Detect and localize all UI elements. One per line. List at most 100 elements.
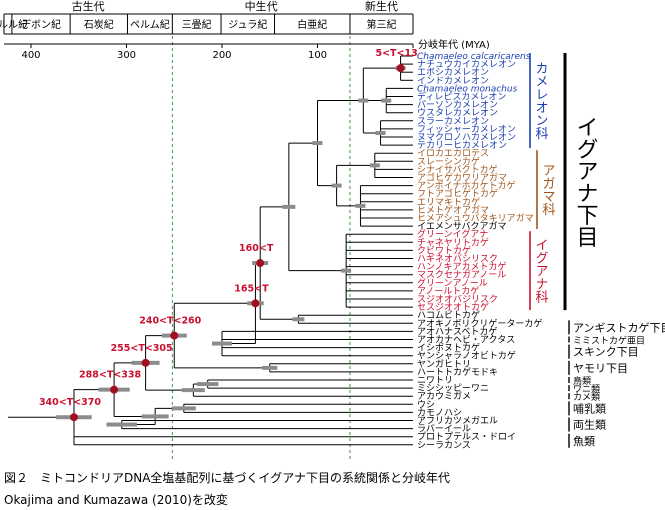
confidence-bar (369, 163, 380, 168)
group-label: ミミストカゲ亜目 (573, 335, 645, 347)
taxon-label: ナチュウカイカメレオン (417, 59, 516, 70)
taxon-label: フトアゴヒゲトカゲ (417, 188, 498, 200)
taxon-label: ヌマクロノハカメレオン (417, 132, 516, 143)
axis-tick-label: 100 (308, 50, 327, 61)
boundary-guides (171, 36, 351, 462)
taxon-label: ハギネオバシリスク (417, 254, 498, 265)
calibration-node (396, 64, 405, 73)
period-label: ペルム紀 (130, 18, 170, 31)
axis-tick-label: 200 (212, 50, 231, 61)
period-label: シルル紀 (0, 18, 28, 31)
axis-tick-label: 400 (21, 50, 40, 61)
period-label: 第三紀 (366, 18, 396, 31)
taxon-label: カモノハシ (417, 407, 462, 418)
taxon-label: パーソンカメレオン (417, 100, 498, 111)
period-label: ジュラ紀 (228, 18, 267, 31)
calibration-node (170, 331, 179, 340)
taxon-label: シーラカンス (417, 440, 471, 451)
period-label: 石炭紀 (84, 18, 114, 31)
calibration-node (69, 413, 78, 422)
confidence-bar (196, 382, 219, 387)
taxon-label: グリーンアノール (417, 277, 488, 289)
date-labels: 5<T<13 165<T 160<T 240<T<260 255<T<305 288<T<… (39, 48, 418, 408)
taxon-label: ウシ (417, 399, 435, 410)
confidence-bar (292, 317, 305, 322)
confidence-bar (375, 130, 386, 135)
calibration-node (256, 259, 265, 268)
confidence-bar (171, 406, 196, 411)
taxon-label: イロカエカロテス (417, 148, 489, 159)
chamaeleon-family-label: カメレオン科 (533, 62, 549, 140)
confidence-bar (341, 268, 352, 273)
era-label: 古生代 (72, 0, 105, 13)
taxon-label: ニワトリ (417, 376, 453, 386)
taxon-label: ヤンガヒトリ (417, 359, 471, 370)
caption-line-1: 図２ ミトコンドリアDNA全塩基配列に基づくイグアナ下目の系統関係と分岐年代 (4, 470, 450, 485)
taxon-label: クビワトカゲ (417, 244, 471, 256)
taxon-label: ディレピスカメレオン (417, 91, 506, 103)
taxon-label: Chamaeleo monachus (417, 84, 518, 94)
taxon-label: アフリカツメガエル (417, 416, 498, 427)
taxon-label: ミシシッピーワニ (417, 383, 489, 394)
taxon-label: アゴヒゲカワリアガマ (417, 172, 507, 184)
confidence-bar (141, 414, 169, 419)
confidence-bar (212, 341, 232, 346)
taxon-label: アオカナヘビ・アクタス (417, 335, 515, 346)
taxon-label: シナイサバクトカゲ (417, 163, 498, 175)
confidence-bar (331, 183, 342, 188)
taxon-label: エボシカメレオン (417, 67, 489, 78)
divergence-date-label: 240<T<260 (139, 316, 201, 327)
era-label: 中生代 (245, 0, 278, 13)
taxon-label: アカウミガメ (417, 391, 471, 402)
taxon-label: イエメンサバクアガマ (417, 221, 507, 232)
taxon-label: アオハナスベトカゲ (417, 325, 497, 337)
group-label: 魚類 (573, 435, 595, 448)
confidence-bar (262, 365, 278, 370)
divergence-date-label: 255<T<305 (111, 343, 173, 354)
agama-family-label: アガマ科 (540, 164, 556, 216)
confidence-bar (312, 141, 323, 146)
group-label: カメ類 (573, 392, 600, 403)
divergence-date-label: 160<T (239, 243, 274, 254)
taxon-label: ヤンシャラノオビトカゲ (417, 350, 516, 362)
confidence-bar (381, 98, 392, 103)
taxon-label: グリーンイグアナ (417, 228, 488, 240)
taxon-label: フィッシャーカメレオン (417, 124, 516, 135)
time-axis: 400 300 200 100 分岐年代 (MYA) (4, 38, 490, 61)
taxon-label: イシボヌトカゲ (417, 342, 480, 354)
taxon-label: ウスタレカメレオン (417, 108, 498, 119)
taxon-label: インドカメレオン (417, 75, 489, 86)
tree-branches (8, 55, 413, 446)
caption-line-2: Okajima and Kumazawa (2010)を改変 (4, 492, 228, 507)
iguana-family-label: イグアナ科 (533, 238, 549, 303)
period-label: 白亜紀 (297, 18, 327, 31)
taxon-label: ハコムビトカゲ (417, 309, 480, 321)
axis-tick-label: 300 (117, 50, 136, 61)
taxon-label: エリマキトカゲ (417, 196, 480, 208)
taxon-label: プロトプテルス・ドロイ (417, 432, 516, 443)
taxon-label: Chamaeleo calcaricarens (417, 52, 531, 62)
group-label: 鳥類 (573, 375, 591, 387)
taxon-label: セスジオオトカゲ (417, 301, 489, 313)
taxon-label: ヒメアシュウバタキリアガマ (417, 213, 534, 224)
taxon-label: チャネヤリトカゲ (417, 236, 489, 248)
infraorder-label: イグアナ下目 (573, 116, 598, 248)
group-label: ワニ類 (573, 384, 600, 395)
period-label: デボン紀 (21, 18, 61, 31)
confidence-bar (282, 204, 296, 209)
divergence-date-label: 288<T<338 (79, 370, 141, 381)
divergence-date-label: 340<T<370 (39, 397, 101, 408)
taxon-label: スジオオバジリスク (417, 294, 498, 305)
group-label: 両生類 (573, 418, 606, 432)
divergence-date-label: 5<T<13 (375, 48, 417, 59)
taxon-label: ラバーイール (417, 424, 471, 435)
group-label: 哺乳類 (573, 402, 606, 415)
taxon-label: テカリーヒカメレオン (417, 140, 507, 151)
group-label: ヤモリ下目 (573, 362, 628, 375)
confidence-bar (181, 388, 205, 393)
era-label: 新生代 (365, 0, 398, 13)
taxon-label: ハートトカゲモドキ (417, 366, 498, 378)
confidence-bar (106, 422, 137, 427)
